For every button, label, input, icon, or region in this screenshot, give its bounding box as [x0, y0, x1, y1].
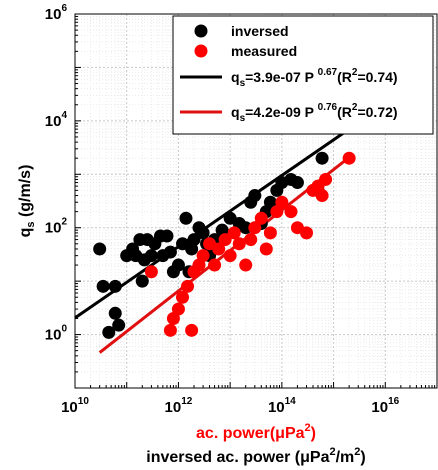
data-point-measured — [181, 279, 195, 293]
data-point-measured — [275, 195, 289, 209]
x-tick-label: 1012 — [165, 396, 193, 416]
data-point-inversed — [135, 274, 149, 288]
x-axis-label-inversed: inversed ac. power (μPa2/m2) — [146, 446, 365, 466]
legend: inversed measured qs=3.9e-07 P 0.67(R2=0… — [172, 15, 434, 135]
data-point-measured — [300, 226, 314, 240]
plot-frame — [74, 13, 438, 389]
data-point-measured — [319, 172, 333, 186]
y-tick-label: 102 — [45, 217, 68, 237]
data-point-measured — [244, 233, 258, 247]
data-point-inversed — [163, 245, 177, 259]
legend-label-inversed: inversed — [231, 23, 289, 39]
data-point-measured — [259, 242, 273, 256]
data-point-inversed — [144, 249, 158, 263]
data-point-inversed — [160, 229, 174, 243]
legend-marker-measured — [194, 44, 208, 58]
data-point-inversed — [171, 258, 185, 272]
legend-label-measured: measured — [231, 43, 297, 59]
data-point-measured — [342, 151, 356, 165]
data-point-inversed — [93, 242, 107, 256]
legend-label-measured-fit: qs=4.2e-09 P 0.76(R2=0.72) — [231, 102, 398, 124]
data-point-inversed — [290, 176, 304, 190]
data-point-inversed — [196, 226, 210, 240]
data-point-measured — [232, 237, 246, 251]
x-axis-label-measured: ac. power(μPa2) — [196, 422, 316, 442]
data-point-measured — [208, 258, 222, 272]
data-point-inversed — [263, 195, 277, 209]
data-point-inversed — [179, 211, 193, 225]
y-tick-label: 100 — [45, 324, 68, 344]
y-tick-labels: 100 102 104 106 — [45, 3, 68, 344]
data-point-inversed — [102, 325, 116, 339]
data-point-inversed — [248, 189, 262, 203]
data-point-measured — [239, 258, 253, 272]
axis-ticks — [74, 15, 436, 389]
data-point-inversed — [187, 233, 201, 247]
legend-marker-inversed — [194, 24, 208, 38]
data-point-measured — [254, 211, 268, 225]
data-point-inversed — [108, 306, 122, 320]
data-point-measured — [284, 205, 298, 219]
data-point-inversed — [108, 279, 122, 293]
data-point-measured — [263, 226, 277, 240]
data-point-inversed — [239, 221, 253, 235]
data-point-measured — [223, 249, 237, 263]
legend-box — [172, 15, 434, 135]
data-points — [93, 151, 356, 339]
data-point-measured — [218, 233, 232, 247]
data-point-measured — [176, 290, 190, 304]
x-tick-label: 1016 — [371, 396, 399, 416]
data-point-measured — [248, 221, 262, 235]
data-point-measured — [144, 265, 158, 279]
data-point-inversed — [96, 279, 110, 293]
data-point-measured — [171, 302, 185, 316]
data-point-inversed — [315, 151, 329, 165]
y-tick-label: 104 — [45, 110, 68, 130]
y-axis-label: qs (g/m/s) — [17, 165, 37, 238]
x-tick-label: 1014 — [268, 396, 296, 416]
x-tick-labels: 1010 1012 1014 1016 — [61, 396, 400, 416]
data-point-measured — [315, 189, 329, 203]
x-tick-label: 1010 — [61, 396, 89, 416]
y-tick-label: 106 — [45, 3, 68, 23]
data-point-inversed — [112, 318, 126, 332]
data-point-measured — [227, 226, 241, 240]
data-point-measured — [185, 323, 199, 337]
data-point-measured — [163, 323, 177, 337]
legend-label-inversed-fit: qs=3.9e-07 P 0.67(R2=0.74) — [231, 67, 398, 89]
data-point-measured — [196, 249, 210, 263]
data-point-measured — [212, 242, 226, 256]
